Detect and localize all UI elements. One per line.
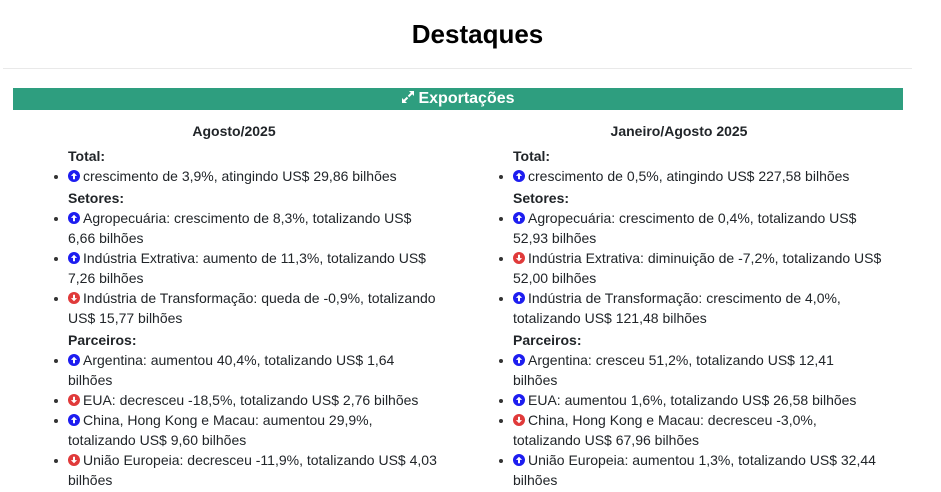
list-item: Indústria Extrativa: diminuição de -7,2%… bbox=[499, 248, 890, 288]
list-item: Indústria de Transformação: crescimento … bbox=[499, 288, 890, 328]
arrow-circle-up-icon bbox=[68, 252, 80, 264]
group-heading: Total: bbox=[68, 148, 106, 164]
arrow-circle-up-icon bbox=[513, 170, 525, 182]
exportacoes-section-toggle[interactable]: Exportações bbox=[13, 88, 903, 110]
list-item: Argentina: aumentou 40,4%, totalizando U… bbox=[54, 350, 445, 390]
arrow-circle-up-icon bbox=[68, 212, 80, 224]
title-divider bbox=[3, 68, 912, 69]
arrow-circle-down-icon bbox=[68, 394, 80, 406]
group-setores: Setores: Agropecuária: crescimento de 0,… bbox=[445, 188, 890, 328]
arrow-circle-up-icon bbox=[68, 354, 80, 366]
list-item: Agropecuária: crescimento de 0,4%, total… bbox=[499, 208, 890, 248]
section-title: Exportações bbox=[418, 90, 515, 107]
expand-icon bbox=[402, 91, 415, 103]
list-item: Indústria de Transformação: queda de -0,… bbox=[54, 288, 445, 328]
arrow-circle-down-icon bbox=[68, 292, 80, 304]
group-heading: Setores: bbox=[68, 190, 125, 206]
arrow-circle-up-icon bbox=[513, 354, 525, 366]
list-item: União Europeia: decresceu -11,9%, totali… bbox=[54, 450, 445, 490]
group-parceiros: Parceiros: Argentina: cresceu 51,2%, tot… bbox=[445, 330, 890, 490]
group-setores: Setores: Agropecuária: crescimento de 8,… bbox=[0, 188, 445, 328]
column-agosto: Agosto/2025 Total: crescimento de 3,9%, … bbox=[0, 120, 445, 492]
list-item: China, Hong Kong e Macau: aumentou 29,9%… bbox=[54, 410, 445, 450]
list-item: Agropecuária: crescimento de 8,3%, total… bbox=[54, 208, 445, 248]
group-parceiros: Parceiros: Argentina: aumentou 40,4%, to… bbox=[0, 330, 445, 490]
list-item: Indústria Extrativa: aumento de 11,3%, t… bbox=[54, 248, 445, 288]
column-janeiro-agosto: Janeiro/Agosto 2025 Total: crescimento d… bbox=[445, 120, 890, 492]
list-item: crescimento de 3,9%, atingindo US$ 29,86… bbox=[54, 166, 445, 186]
column-title: Agosto/2025 bbox=[192, 123, 276, 139]
group-total: Total: crescimento de 3,9%, atingindo US… bbox=[0, 146, 445, 186]
group-total: Total: crescimento de 0,5%, atingindo US… bbox=[445, 146, 890, 186]
group-heading: Setores: bbox=[513, 190, 570, 206]
list-item: Argentina: cresceu 51,2%, totalizando US… bbox=[499, 350, 890, 390]
arrow-circle-up-icon bbox=[513, 212, 525, 224]
arrow-circle-up-icon bbox=[513, 394, 525, 406]
arrow-circle-up-icon bbox=[513, 292, 525, 304]
arrow-circle-up-icon bbox=[513, 454, 525, 466]
arrow-circle-up-icon bbox=[68, 414, 80, 426]
arrow-circle-down-icon bbox=[513, 414, 525, 426]
group-heading: Parceiros: bbox=[68, 332, 137, 348]
column-title: Janeiro/Agosto 2025 bbox=[610, 123, 748, 139]
page-title: Destaques bbox=[411, 19, 544, 49]
list-item: crescimento de 0,5%, atingindo US$ 227,5… bbox=[499, 166, 890, 186]
list-item: União Europeia: aumentou 1,3%, totalizan… bbox=[499, 450, 890, 490]
list-item: EUA: aumentou 1,6%, totalizando US$ 26,5… bbox=[499, 390, 890, 410]
arrow-circle-up-icon bbox=[68, 170, 80, 182]
list-item: EUA: decresceu -18,5%, totalizando US$ 2… bbox=[54, 390, 445, 410]
arrow-circle-down-icon bbox=[513, 252, 525, 264]
list-item: China, Hong Kong e Macau: decresceu -3,0… bbox=[499, 410, 890, 450]
group-heading: Parceiros: bbox=[513, 332, 582, 348]
arrow-circle-down-icon bbox=[68, 454, 80, 466]
group-heading: Total: bbox=[513, 148, 551, 164]
